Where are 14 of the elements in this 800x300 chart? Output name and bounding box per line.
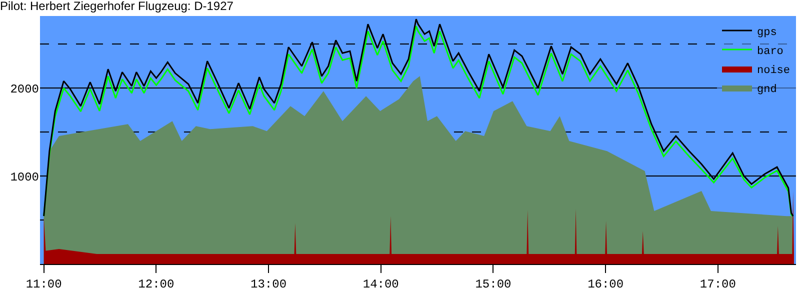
x-tick-label: 14:00 xyxy=(362,277,399,292)
legend-label: noise xyxy=(757,64,790,77)
x-tick-label: 15:00 xyxy=(475,277,512,292)
legend-label: baro xyxy=(757,46,784,58)
x-tick-label: 16:00 xyxy=(588,277,624,292)
y-tick-label: 1000 xyxy=(10,170,39,184)
x-tick-label: 11:00 xyxy=(26,277,62,292)
x-tick-label: 13:00 xyxy=(250,277,287,292)
legend-label: gnd xyxy=(757,84,777,96)
x-tick-label: 17:00 xyxy=(700,277,736,292)
y-tick-label: 2000 xyxy=(10,82,39,96)
legend-label: gps xyxy=(757,26,777,39)
x-tick-label: 12:00 xyxy=(138,277,174,292)
chart-title: Pilot: Herbert Ziegerhofer Flugzeug: D-1927 xyxy=(0,0,234,13)
